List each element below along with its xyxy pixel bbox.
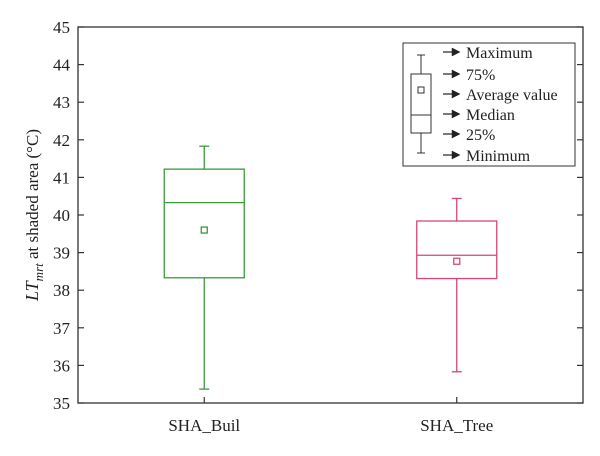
y-tick-label: 40 bbox=[53, 206, 70, 225]
legend-item: 25% bbox=[443, 127, 495, 144]
legend-item: Median bbox=[443, 107, 515, 124]
y-axis-label: LTmrt at shaded area (°C) bbox=[22, 129, 46, 302]
legend-arrow-head bbox=[451, 89, 461, 99]
legend-items: Maximum 75% Average value Median 25% Minimum bbox=[443, 45, 558, 165]
legend-arrow-head bbox=[451, 69, 461, 79]
mean-marker bbox=[200, 226, 208, 234]
y-tick-label: 38 bbox=[53, 281, 70, 300]
legend-item: Maximum bbox=[443, 45, 533, 62]
legend-box-glyph bbox=[410, 54, 432, 154]
y-tick-label: 42 bbox=[53, 131, 70, 150]
y-tick-label: 37 bbox=[53, 319, 71, 338]
x-tick-label: SHA_Buil bbox=[168, 416, 240, 435]
legend: Maximum 75% Average value Median 25% Minimum bbox=[402, 42, 576, 167]
y-tick-label: 43 bbox=[53, 93, 70, 112]
legend-item-label: Minimum bbox=[466, 148, 531, 165]
y-tick-label: 36 bbox=[53, 356, 70, 375]
legend-item: Minimum bbox=[443, 148, 531, 165]
iqr-box bbox=[416, 220, 498, 280]
legend-item-label: Average value bbox=[466, 87, 558, 104]
y-tick-label: 39 bbox=[53, 244, 70, 263]
legend-item-label: Median bbox=[466, 107, 515, 124]
y-tick-label: 41 bbox=[53, 168, 70, 187]
y-axis-label-symbol: LT bbox=[22, 279, 42, 302]
y-tick-label: 45 bbox=[53, 18, 70, 37]
iqr-box bbox=[163, 168, 245, 279]
legend-frame bbox=[402, 42, 576, 167]
x-axis: SHA_Buil SHA_Tree bbox=[168, 397, 493, 435]
legend-arrow-head bbox=[451, 129, 461, 139]
mean-marker bbox=[453, 257, 461, 265]
legend-arrow-head bbox=[451, 109, 461, 119]
legend-arrow-head bbox=[451, 150, 461, 160]
legend-arrow-head bbox=[451, 47, 461, 57]
y-tick-label: 35 bbox=[53, 394, 70, 413]
y-axis-label-text: at shaded area (°C) bbox=[23, 129, 42, 263]
x-tick-label: SHA_Tree bbox=[420, 416, 493, 435]
legend-item-label: 25% bbox=[466, 127, 495, 144]
legend-item-label: Maximum bbox=[466, 45, 533, 62]
legend-item: Average value bbox=[443, 87, 558, 104]
y-axis-label-subscript: mrt bbox=[31, 263, 46, 281]
legend-mean-marker bbox=[417, 86, 425, 94]
legend-item: 75% bbox=[443, 67, 495, 84]
boxes bbox=[163, 145, 498, 390]
box-1 bbox=[163, 145, 245, 390]
box-2 bbox=[416, 197, 498, 373]
legend-item-label: 75% bbox=[466, 67, 495, 84]
y-tick-label: 44 bbox=[53, 56, 71, 75]
y-axis: 35 36 37 38 39 40 41 42 43 44 45 bbox=[53, 18, 583, 413]
